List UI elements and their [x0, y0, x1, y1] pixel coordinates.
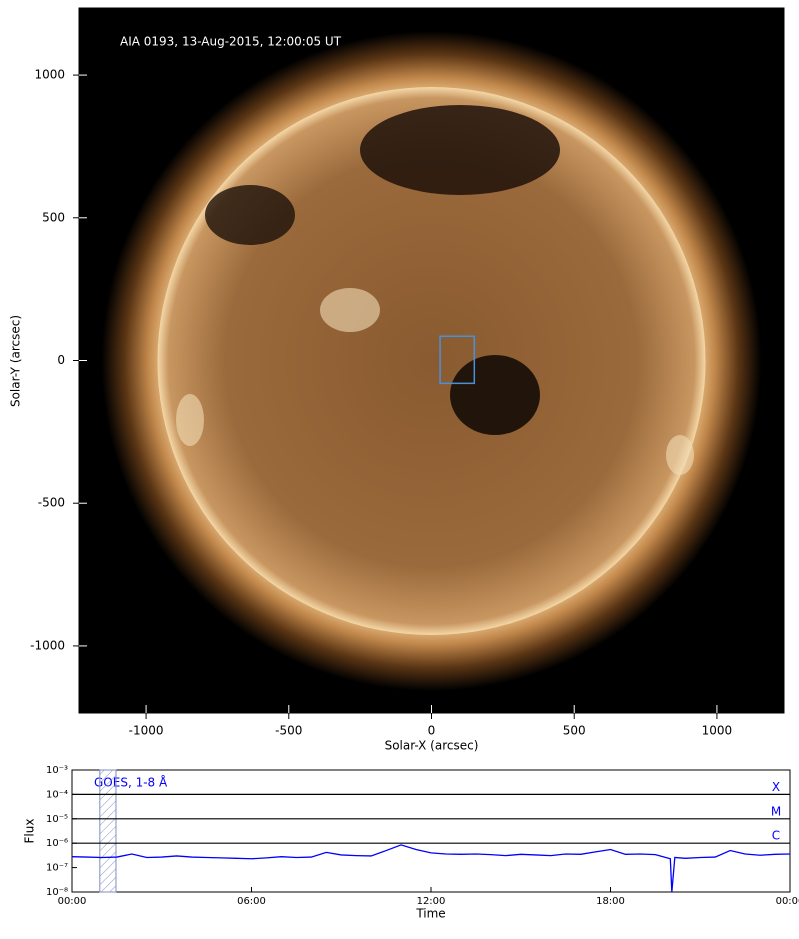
- image-annotation: AIA 0193, 13-Aug-2015, 12:00:05 UT: [120, 35, 342, 49]
- x-tick-label: 18:00: [596, 896, 625, 907]
- active-region: [320, 288, 380, 332]
- y-tick-label: 10⁻⁸: [46, 887, 68, 898]
- y-tick-label: -500: [38, 496, 65, 510]
- y-tick-label: -1000: [30, 638, 65, 652]
- level-label: X: [772, 780, 780, 794]
- y-axis-label: Solar-Y (arcsec): [9, 315, 23, 407]
- y-tick-label: 10⁻⁴: [46, 789, 68, 800]
- coronal-hole: [450, 355, 540, 435]
- solar-image: [79, 8, 784, 713]
- y-tick-label: 1000: [34, 68, 65, 82]
- x-axis-label: Solar-X (arcsec): [385, 739, 479, 753]
- coronal-hole: [205, 185, 295, 245]
- x-tick-label: 06:00: [237, 896, 266, 907]
- x-tick-label: 1000: [702, 724, 733, 738]
- solar-disk: [157, 87, 706, 635]
- y-axis-label: Flux: [23, 819, 37, 844]
- x-tick-label: -1000: [129, 724, 164, 738]
- level-label: M: [771, 804, 781, 818]
- y-tick-label: 10⁻⁵: [46, 814, 68, 825]
- coronal-hole: [360, 105, 560, 195]
- level-label: C: [772, 829, 780, 843]
- y-tick-label: 10⁻⁶: [46, 838, 68, 849]
- x-axis-label: Time: [415, 907, 445, 921]
- y-tick-label: 10⁻⁷: [46, 863, 68, 874]
- active-region: [176, 394, 204, 446]
- region-box: [439, 335, 476, 385]
- x-tick-label: 12:00: [417, 896, 446, 907]
- y-tick-label: 0: [57, 353, 65, 367]
- active-region: [666, 435, 694, 475]
- plot-frame: [71, 769, 791, 893]
- x-tick-label: 00:00: [776, 896, 799, 907]
- flux-line: [71, 844, 791, 893]
- shaded-interval: [99, 769, 117, 893]
- y-tick-label: 500: [42, 210, 65, 224]
- x-tick-label: -500: [275, 724, 302, 738]
- x-tick-label: 500: [563, 724, 586, 738]
- x-tick-label: 0: [428, 724, 436, 738]
- y-tick-label: 10⁻³: [46, 765, 68, 776]
- x-tick-label: 00:00: [58, 896, 87, 907]
